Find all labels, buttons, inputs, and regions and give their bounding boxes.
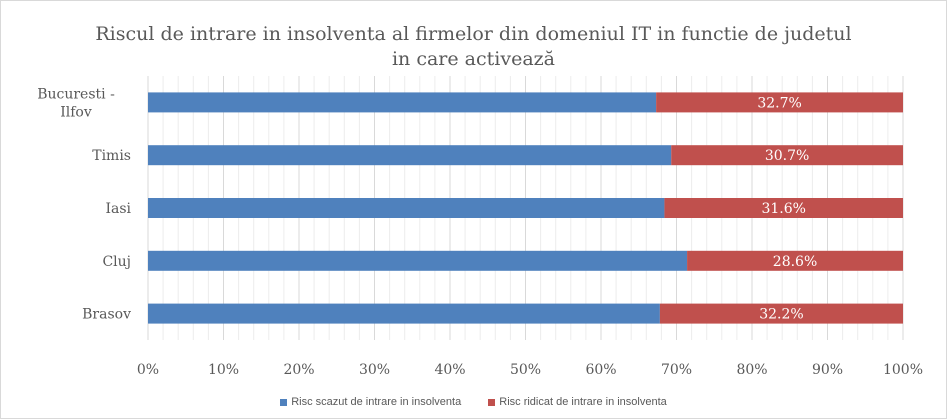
x-tick-label: 60% — [585, 362, 616, 378]
data-label: 32.2% — [759, 307, 803, 323]
bar-low-risk — [148, 303, 660, 324]
legend-swatch-high-risk — [488, 398, 496, 406]
x-tick-label: 40% — [434, 362, 465, 378]
category-label-line: Bucuresti - — [37, 86, 115, 102]
x-tick-label: 10% — [208, 362, 239, 378]
x-tick-label: 30% — [359, 362, 390, 378]
x-tick-label: 90% — [812, 362, 843, 378]
data-label: 31.6% — [761, 201, 805, 217]
bar-low-risk — [148, 145, 672, 166]
bar-low-risk — [148, 250, 688, 271]
x-tick-label: 0% — [137, 362, 159, 378]
x-tick-label: 70% — [661, 362, 692, 378]
data-label: 30.7% — [765, 148, 809, 164]
x-tick-label: 20% — [283, 362, 314, 378]
data-label: 32.7% — [757, 95, 801, 111]
legend: Risc scazut de intrare in insolventa Ris… — [0, 396, 947, 409]
category-label-line: Cluj — [102, 254, 131, 270]
data-label: 28.6% — [773, 254, 817, 270]
bar-high-risk — [664, 198, 903, 218]
category-label-line: Timis — [92, 148, 131, 164]
legend-swatch-low-risk — [280, 398, 288, 406]
bar-low-risk — [148, 198, 665, 218]
category-label-line: Brasov — [82, 307, 131, 323]
bar-high-risk — [656, 92, 903, 113]
x-tick-label: 50% — [510, 362, 541, 378]
legend-label-low-risk: Risc scazut de intrare in insolventa — [291, 396, 462, 408]
chart-title: Riscul de intrare in insolventa al firme… — [0, 22, 947, 72]
category-label-line: Ilfov — [60, 104, 92, 120]
x-tick-label: 80% — [736, 362, 767, 378]
legend-item-low-risk: Risc scazut de intrare in insolventa — [280, 396, 461, 408]
category-label: Brasov — [82, 307, 131, 323]
category-label: Cluj — [102, 254, 131, 270]
category-label: Bucuresti - Ilfov — [37, 86, 115, 120]
chart-title-line-1: Riscul de intrare in insolventa al firme… — [95, 23, 852, 45]
chart-title-line-2: in care activează — [391, 48, 555, 70]
bar-low-risk — [148, 92, 657, 113]
legend-label-high-risk: Risc ridicat de intrare in insolventa — [499, 396, 667, 408]
category-label-line: Iasi — [105, 201, 131, 217]
category-label: Iasi — [105, 201, 131, 217]
category-label: Timis — [92, 148, 131, 164]
legend-item-high-risk: Risc ridicat de intrare in insolventa — [488, 396, 667, 408]
bar-high-risk — [687, 250, 903, 271]
x-tick-label: 100% — [883, 362, 923, 378]
bar-high-risk — [671, 145, 903, 166]
bar-high-risk — [659, 303, 903, 324]
